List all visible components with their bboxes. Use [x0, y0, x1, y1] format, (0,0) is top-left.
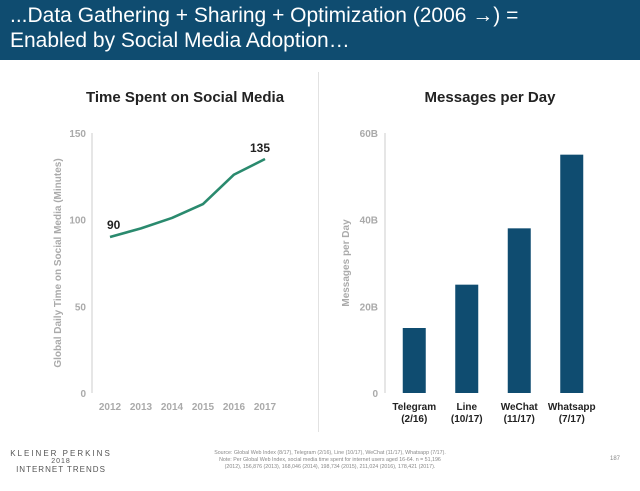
y-tick-label: 100	[69, 216, 86, 227]
y-axis-title: Global Daily Time on Social Media (Minut…	[53, 158, 64, 367]
logo-line-3: INTERNET TRENDS	[16, 465, 106, 474]
category-label: Whatsapp	[548, 402, 596, 413]
line-chart-title: Time Spent on Social Media	[85, 89, 285, 106]
series-line	[109, 157, 266, 239]
source-line-2: Note: Per Global Web Index, social media…	[219, 457, 441, 463]
bar	[402, 328, 426, 393]
category-date-label: (2/16)	[401, 414, 427, 425]
x-tick-label: 2013	[130, 402, 153, 413]
category-label: Telegram	[392, 402, 436, 413]
data-label: 135	[250, 141, 270, 155]
category-label: WeChat	[501, 402, 539, 413]
source-line-1: Source: Global Web Index (8/17), Telegra…	[214, 450, 446, 456]
y-tick-label: 0	[372, 389, 378, 400]
y-tick-label: 150	[69, 129, 86, 140]
bar-chart-title: Messages per Day	[424, 89, 556, 106]
category-label: Line	[456, 402, 477, 413]
source-line-3: (2012), 156,876 (2013), 168,046 (2014), …	[224, 464, 436, 470]
x-tick-label: 2012	[99, 402, 122, 413]
panel-divider	[318, 72, 319, 432]
y-tick-label: 40B	[360, 216, 378, 227]
kleiner-perkins-logo: KLEINER PERKINS 2018 INTERNET TRENDS	[6, 449, 116, 474]
category-date-label: (10/17)	[451, 414, 483, 425]
data-label: 90	[107, 218, 121, 232]
y-tick-label: 0	[80, 389, 86, 400]
bar	[455, 284, 479, 393]
bar	[560, 154, 584, 393]
y-tick-label: 50	[75, 302, 87, 313]
x-tick-label: 2015	[192, 402, 215, 413]
page-number: 187	[610, 456, 621, 462]
bar	[507, 228, 531, 393]
slide-title-line-1: ...Data Gathering + Sharing + Optimizati…	[10, 4, 519, 27]
x-tick-label: 2016	[223, 402, 246, 413]
title-banner: ...Data Gathering + Sharing + Optimizati…	[0, 0, 640, 60]
y-tick-label: 20B	[360, 302, 378, 313]
category-date-label: (11/17)	[504, 414, 535, 425]
source-note: Source: Global Web Index (8/17), Telegra…	[150, 450, 510, 471]
y-tick-label: 60B	[360, 129, 378, 140]
category-date-label: (7/17)	[559, 414, 585, 425]
y-axis-title: Messages per Day	[341, 219, 352, 307]
x-tick-label: 2014	[161, 402, 184, 413]
slide-title-line-2: Enabled by Social Media Adoption…	[10, 29, 350, 52]
logo-line-1: KLEINER PERKINS	[10, 449, 112, 458]
logo-line-2: 2018	[51, 458, 71, 465]
x-tick-label: 2017	[254, 402, 277, 413]
